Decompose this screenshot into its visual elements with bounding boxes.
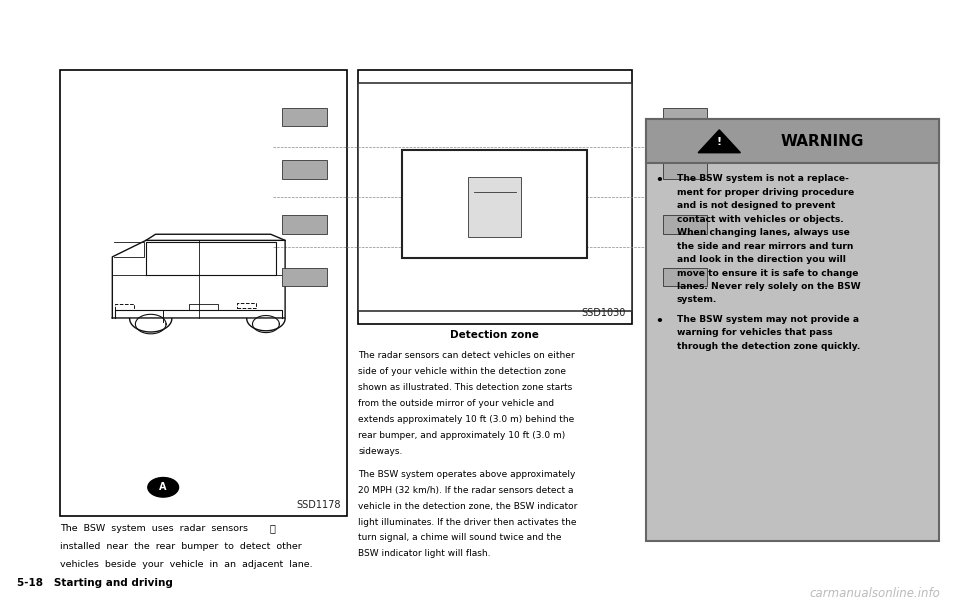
FancyBboxPatch shape xyxy=(646,119,939,163)
Text: carmanualsonline.info: carmanualsonline.info xyxy=(810,587,941,600)
Text: vehicle in the detection zone, the BSW indicator: vehicle in the detection zone, the BSW i… xyxy=(358,502,578,511)
Text: 20 MPH (32 km/h). If the radar sensors detect a: 20 MPH (32 km/h). If the radar sensors d… xyxy=(358,486,573,495)
Text: installed  near  the  rear  bumper  to  detect  other: installed near the rear bumper to detect… xyxy=(60,542,302,551)
Text: !: ! xyxy=(717,137,722,147)
Text: •: • xyxy=(656,174,663,188)
FancyBboxPatch shape xyxy=(282,108,327,126)
Text: vehicles  beside  your  vehicle  in  an  adjacent  lane.: vehicles beside your vehicle in an adjac… xyxy=(60,560,313,569)
Text: rear bumper, and approximately 10 ft (3.0 m): rear bumper, and approximately 10 ft (3.… xyxy=(358,431,565,440)
Polygon shape xyxy=(698,130,740,153)
Text: side of your vehicle within the detection zone: side of your vehicle within the detectio… xyxy=(358,367,566,376)
Text: The BSW system operates above approximately: The BSW system operates above approximat… xyxy=(358,470,575,479)
Text: Detection zone: Detection zone xyxy=(450,330,540,340)
FancyBboxPatch shape xyxy=(468,177,521,237)
Text: The radar sensors can detect vehicles on either: The radar sensors can detect vehicles on… xyxy=(358,351,575,360)
Text: ment for proper driving procedure: ment for proper driving procedure xyxy=(677,188,854,197)
Text: and is not designed to prevent: and is not designed to prevent xyxy=(677,201,835,210)
Text: The BSW system is not a replace-: The BSW system is not a replace- xyxy=(677,174,849,183)
Circle shape xyxy=(148,478,179,497)
FancyBboxPatch shape xyxy=(662,215,708,234)
Text: lanes. Never rely solely on the BSW: lanes. Never rely solely on the BSW xyxy=(677,282,860,291)
Text: system.: system. xyxy=(677,295,717,304)
FancyBboxPatch shape xyxy=(60,70,347,516)
Text: light illuminates. If the driver then activates the: light illuminates. If the driver then ac… xyxy=(358,518,577,527)
Text: shown as illustrated. This detection zone starts: shown as illustrated. This detection zon… xyxy=(358,383,572,392)
Text: the side and rear mirrors and turn: the side and rear mirrors and turn xyxy=(677,241,853,251)
Text: The BSW system may not provide a: The BSW system may not provide a xyxy=(677,315,859,324)
Text: from the outside mirror of your vehicle and: from the outside mirror of your vehicle … xyxy=(358,399,554,408)
Text: through the detection zone quickly.: through the detection zone quickly. xyxy=(677,342,860,351)
FancyBboxPatch shape xyxy=(357,82,632,312)
FancyBboxPatch shape xyxy=(646,119,939,541)
Text: and look in the direction you will: and look in the direction you will xyxy=(677,255,846,264)
FancyBboxPatch shape xyxy=(402,150,588,258)
Text: SSD1178: SSD1178 xyxy=(297,500,341,510)
Text: warning for vehicles that pass: warning for vehicles that pass xyxy=(677,328,832,337)
FancyBboxPatch shape xyxy=(282,160,327,179)
Text: WARNING: WARNING xyxy=(780,134,863,148)
Text: sideways.: sideways. xyxy=(358,447,402,456)
Text: SSD1030: SSD1030 xyxy=(582,308,626,318)
FancyBboxPatch shape xyxy=(358,70,632,324)
Text: A: A xyxy=(159,482,167,492)
Text: 5-18   Starting and driving: 5-18 Starting and driving xyxy=(17,578,173,588)
FancyBboxPatch shape xyxy=(662,108,708,126)
Text: When changing lanes, always use: When changing lanes, always use xyxy=(677,228,850,237)
Text: Ⓐ: Ⓐ xyxy=(270,524,276,533)
Text: •: • xyxy=(656,315,663,328)
FancyBboxPatch shape xyxy=(282,215,327,234)
FancyBboxPatch shape xyxy=(282,268,327,287)
Text: extends approximately 10 ft (3.0 m) behind the: extends approximately 10 ft (3.0 m) behi… xyxy=(358,415,574,424)
Text: turn signal, a chime will sound twice and the: turn signal, a chime will sound twice an… xyxy=(358,533,562,543)
FancyBboxPatch shape xyxy=(662,268,708,287)
Text: move to ensure it is safe to change: move to ensure it is safe to change xyxy=(677,268,858,277)
Text: contact with vehicles or objects.: contact with vehicles or objects. xyxy=(677,214,844,224)
Text: The  BSW  system  uses  radar  sensors: The BSW system uses radar sensors xyxy=(60,524,249,533)
Text: BSW indicator light will flash.: BSW indicator light will flash. xyxy=(358,549,491,558)
FancyBboxPatch shape xyxy=(662,160,708,179)
